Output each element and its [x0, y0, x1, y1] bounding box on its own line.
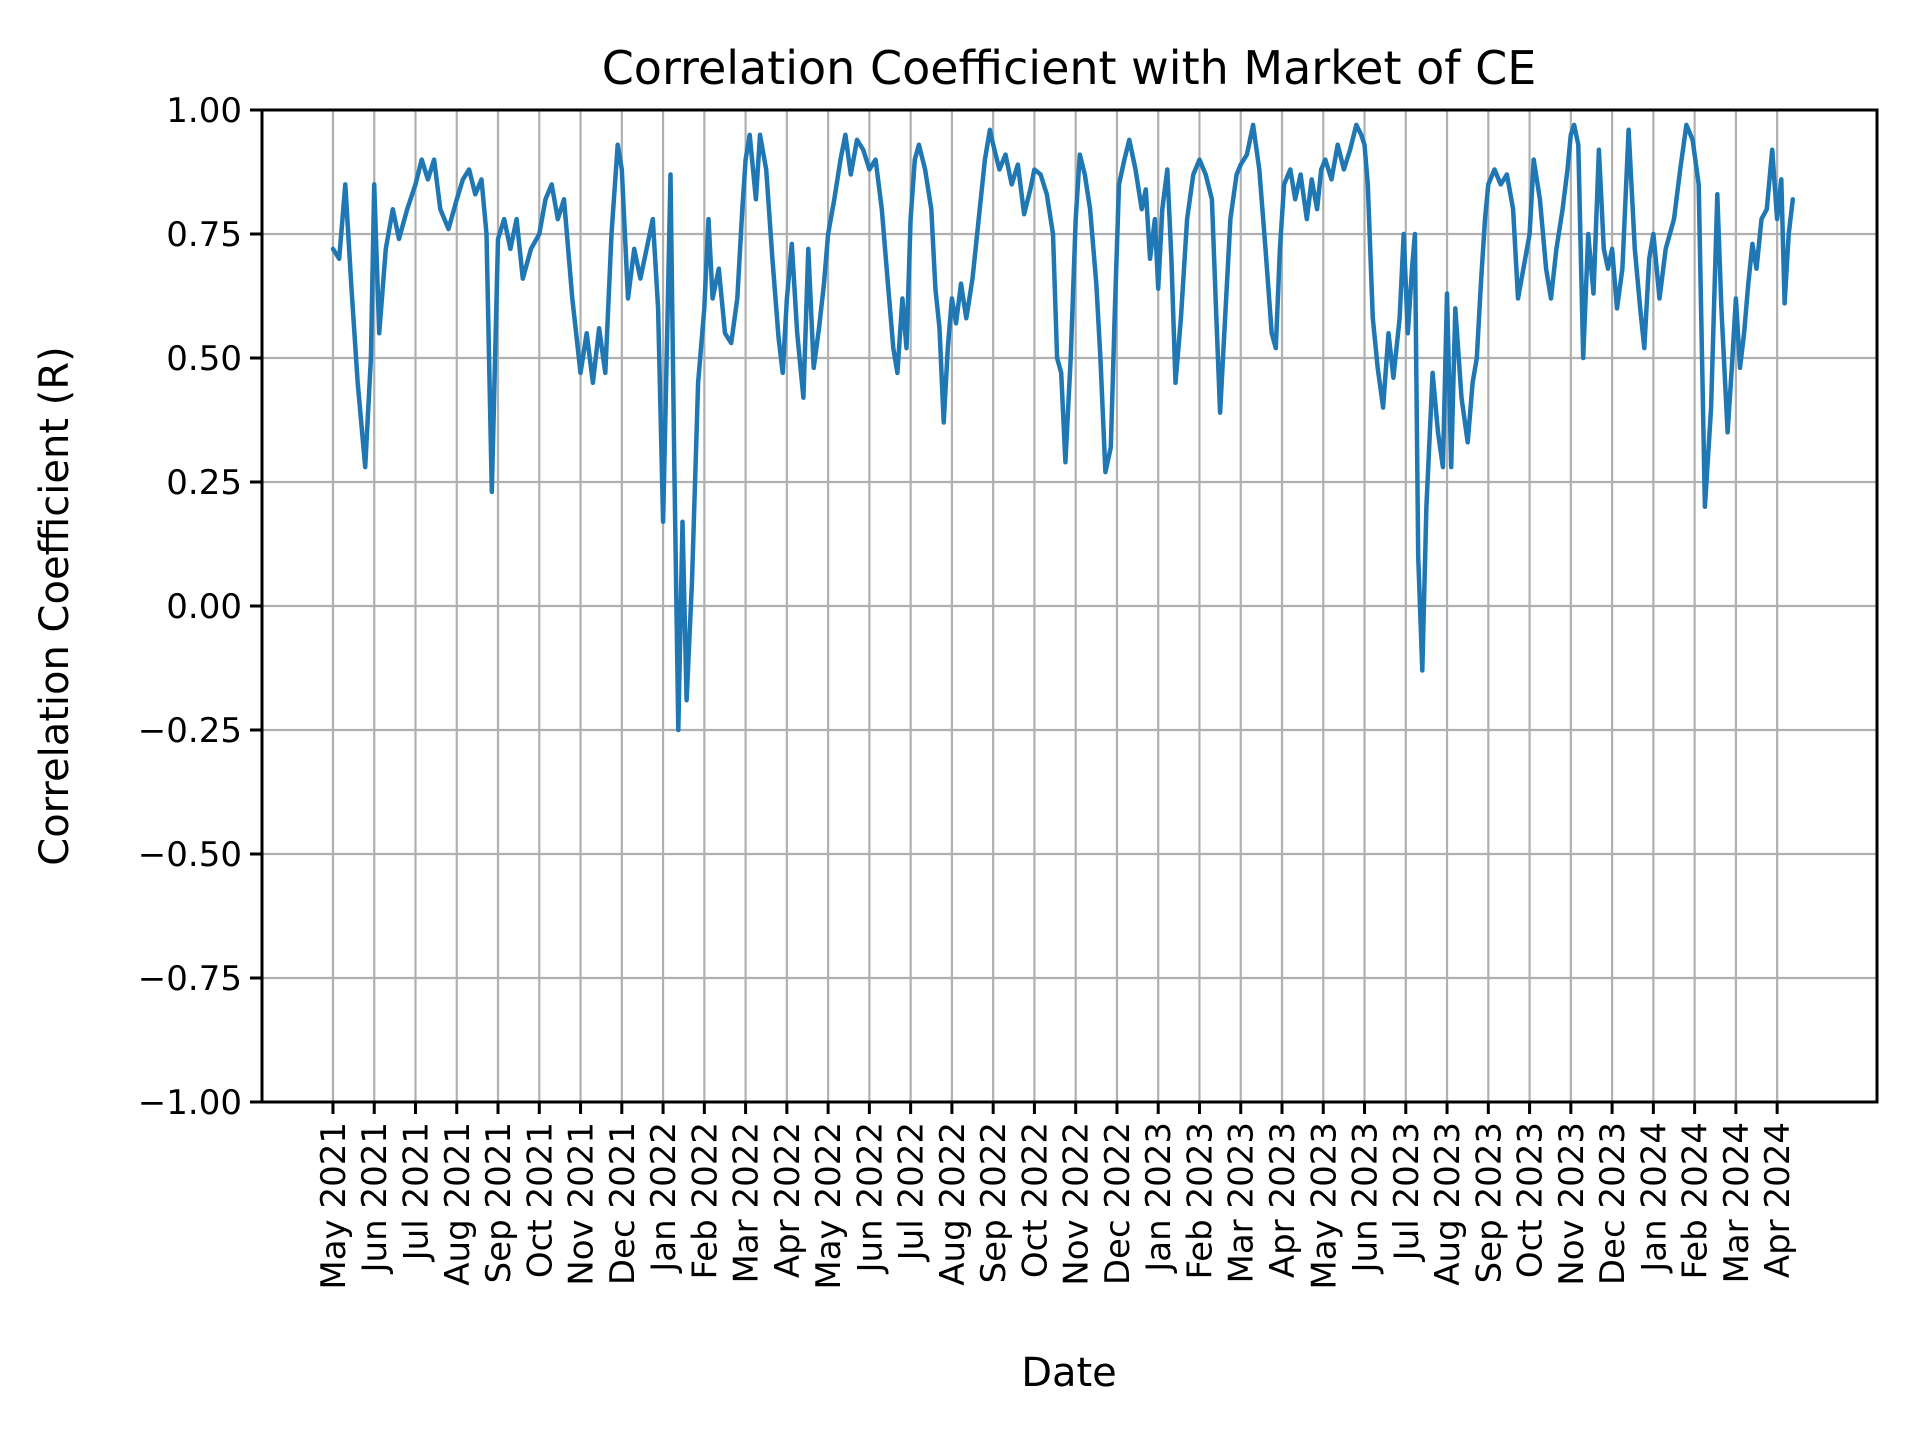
x-tick-label: Jul 2023 [1387, 1122, 1427, 1262]
x-tick-label: Jun 2021 [355, 1122, 395, 1274]
y-tick-label: 0.25 [166, 463, 242, 503]
x-tick-label: Jan 2022 [644, 1122, 684, 1274]
x-tick-label: Dec 2022 [1098, 1122, 1138, 1285]
x-tick-label: Feb 2023 [1181, 1122, 1221, 1280]
x-tick-label: Jul 2022 [892, 1122, 932, 1262]
x-tick-label: Nov 2021 [562, 1122, 602, 1286]
x-axis-title: Date [1021, 1350, 1117, 1396]
y-axis-title: Correlation Coefficient (R) [32, 346, 78, 865]
y-tick-label: 0.75 [166, 215, 242, 255]
x-tick-label: Apr 2024 [1758, 1122, 1798, 1278]
x-tick-label: Jun 2023 [1346, 1122, 1386, 1274]
x-tick-label: Jul 2021 [397, 1122, 437, 1262]
chart-title: Correlation Coefficient with Market of C… [602, 41, 1537, 95]
x-tick-label: Aug 2022 [933, 1122, 973, 1286]
x-tick-label: Oct 2022 [1015, 1122, 1055, 1278]
x-tick-label: Oct 2023 [1511, 1122, 1551, 1278]
y-tick-label: 0.50 [166, 339, 242, 379]
y-tick-label: −1.00 [138, 1083, 242, 1123]
x-tick-label: Dec 2021 [603, 1122, 643, 1285]
x-tick-label: May 2022 [809, 1122, 849, 1290]
y-tick-label: −0.75 [138, 959, 242, 999]
axis-tick-labels: 1.00 0.75 0.50 0.25 0.00 −0.25 −0.50 −0.75 −1.00… [138, 91, 1798, 1290]
x-tick-label: Nov 2022 [1057, 1122, 1097, 1286]
x-tick-label: Jan 2023 [1139, 1122, 1179, 1274]
x-tick-label: Jun 2022 [850, 1122, 890, 1274]
y-tick-label: 0.00 [166, 587, 242, 627]
x-tick-label: Dec 2023 [1593, 1122, 1633, 1285]
x-tick-label: Mar 2024 [1717, 1122, 1757, 1283]
x-tick-label: May 2021 [314, 1122, 354, 1290]
x-tick-label: Feb 2024 [1676, 1122, 1716, 1280]
line-series [330, 122, 1796, 733]
correlation-line [330, 122, 1796, 733]
x-tick-label: May 2023 [1304, 1122, 1344, 1290]
axis-ticks [250, 108, 1779, 1114]
x-tick-label: Feb 2022 [685, 1122, 725, 1280]
y-tick-label: −0.50 [138, 835, 242, 875]
x-tick-label: Sep 2023 [1469, 1122, 1509, 1283]
y-tick-label: 1.00 [166, 91, 242, 131]
x-tick-label: Apr 2022 [768, 1122, 808, 1278]
x-tick-label: Oct 2021 [520, 1122, 560, 1278]
x-tick-label: Sep 2021 [479, 1122, 519, 1283]
x-tick-label: Mar 2022 [727, 1122, 767, 1283]
x-tick-label: Nov 2023 [1552, 1122, 1592, 1286]
x-tick-label: Sep 2022 [974, 1122, 1014, 1283]
x-tick-label: Aug 2021 [438, 1122, 478, 1286]
x-tick-label: Aug 2023 [1428, 1122, 1468, 1286]
y-tick-label: −0.25 [138, 711, 242, 751]
x-tick-label: Apr 2023 [1263, 1122, 1303, 1278]
x-tick-label: Mar 2023 [1222, 1122, 1262, 1283]
x-tick-label: Jan 2024 [1634, 1122, 1674, 1274]
